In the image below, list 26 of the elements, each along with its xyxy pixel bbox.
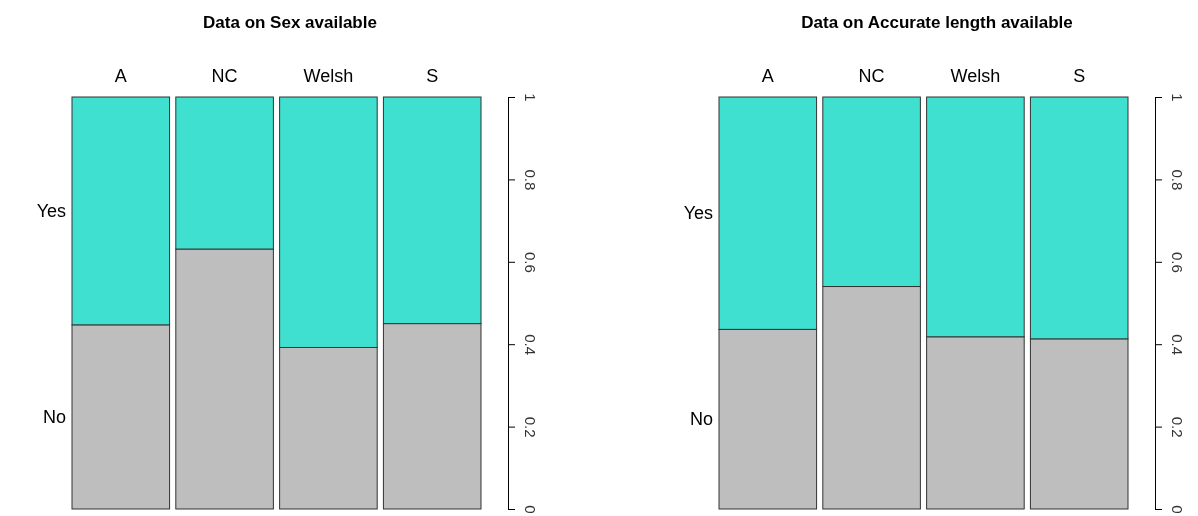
x-tick-label: Welsh (950, 66, 1001, 86)
y-tick-label: 0.8 (521, 169, 539, 191)
x-tick-label: NC (858, 66, 885, 86)
series-label: Yes (683, 203, 713, 224)
y-tick-label: 1 (521, 93, 539, 102)
x-tick-label: A (114, 66, 127, 86)
x-tick-label: S (426, 66, 439, 86)
y-tick-label: 0.8 (1168, 169, 1186, 191)
x-tick-label: Welsh (303, 66, 354, 86)
y-tick-label: 0.4 (1168, 334, 1186, 356)
x-tick-label: S (1073, 66, 1086, 86)
y-tick-label: 0 (521, 505, 539, 514)
x-tick-label: A (761, 66, 774, 86)
y-tick-label: 0.2 (521, 416, 539, 438)
series-label: No (689, 409, 713, 430)
y-tick-label: 0 (1168, 505, 1186, 514)
x-tick-label: NC (211, 66, 238, 86)
chart-title: Data on Accurate length available (801, 13, 1073, 32)
y-tick-label: 1 (1168, 93, 1186, 102)
series-label: Yes (36, 201, 66, 222)
y-tick-label: 0.6 (1168, 251, 1186, 273)
y-tick-label: 0.2 (1168, 416, 1186, 438)
chart-title: Data on Sex available (203, 13, 377, 32)
y-tick-label: 0.4 (521, 334, 539, 356)
y-tick-label: 0.6 (521, 251, 539, 273)
series-label: No (42, 407, 66, 428)
